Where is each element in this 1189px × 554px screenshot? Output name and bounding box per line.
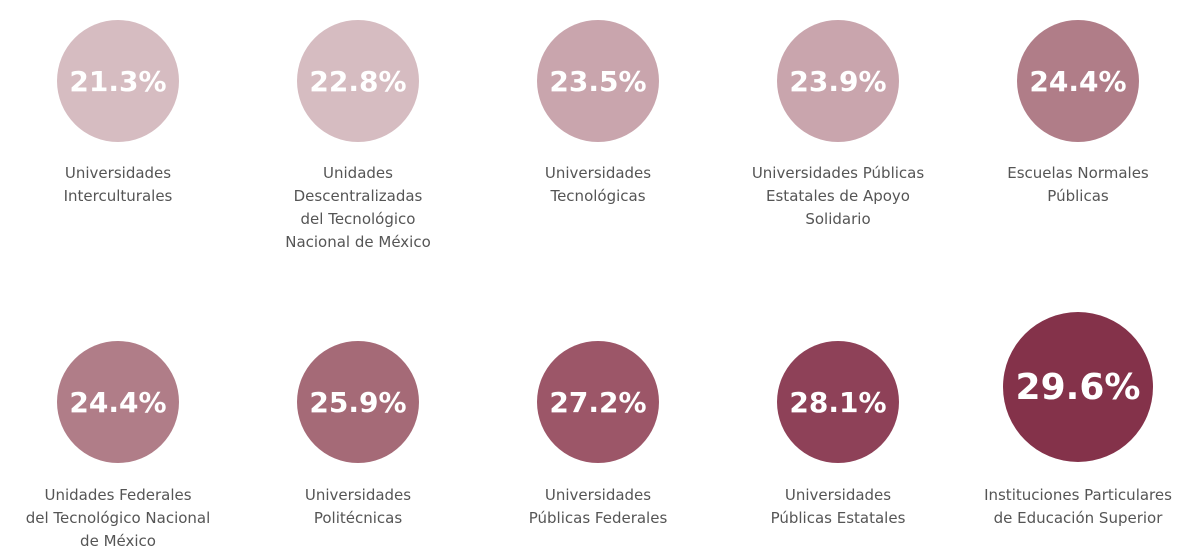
category-label: Universidades Públicas Estatales (770, 486, 906, 527)
bubble: 24.4% (1017, 20, 1139, 142)
bubble: 22.8% (297, 20, 419, 142)
bubble: 28.1% (777, 341, 899, 463)
bubble: 21.3% (57, 20, 179, 142)
bubble: 29.6% (1003, 312, 1153, 462)
bubble: 25.9% (297, 341, 419, 463)
bubble: 24.4% (57, 341, 179, 463)
bubble: 27.2% (537, 341, 659, 463)
category-label: Universidades Tecnológicas (544, 164, 652, 205)
category-label: Escuelas Normales Públicas (1007, 164, 1149, 205)
category-label: Unidades Federales del Tecnológico Nacio… (25, 486, 211, 550)
category-label: Universidades Públicas Estatales de Apoy… (751, 164, 925, 228)
bubble: 23.9% (777, 20, 899, 142)
bubble: 23.5% (537, 20, 659, 142)
category-label: Universidades Públicas Federales (528, 486, 668, 527)
category-label: Universidades Politécnicas (304, 486, 412, 527)
category-label: Instituciones Particulares de Educación … (984, 486, 1172, 527)
category-label: Unidades Descentralizadas del Tecnológic… (285, 164, 431, 251)
category-label: Universidades Interculturales (63, 164, 173, 205)
